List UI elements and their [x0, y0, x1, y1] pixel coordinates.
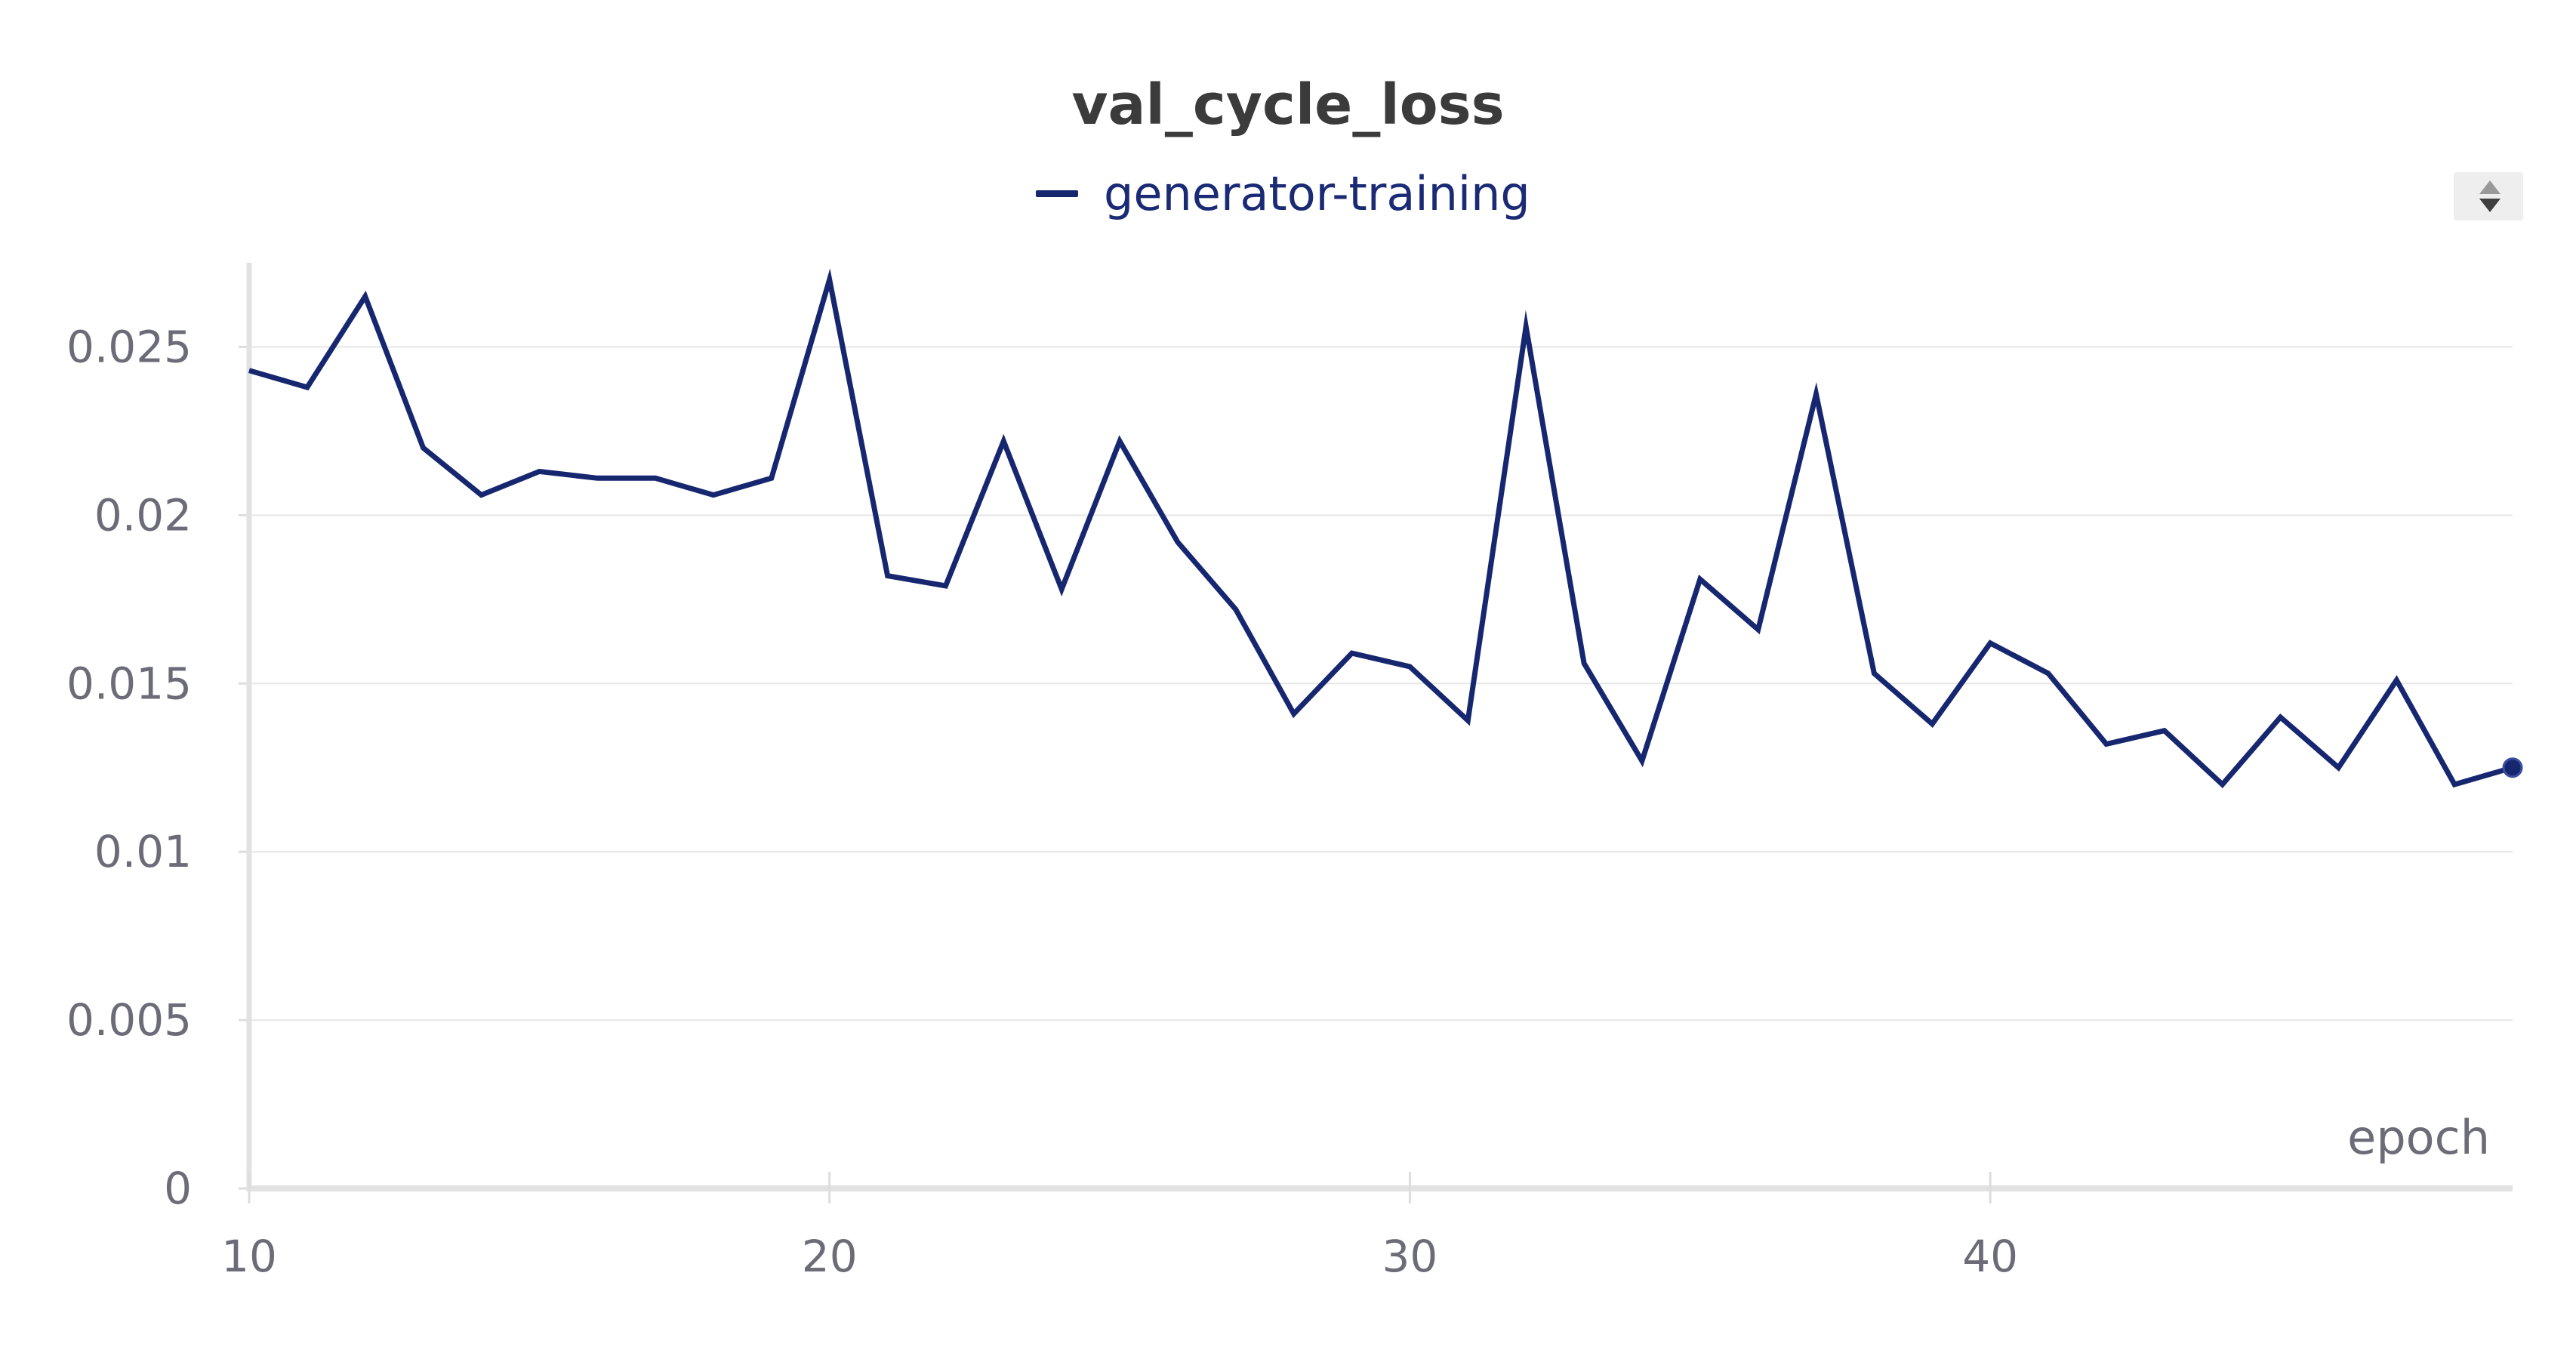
- x-tick-label: 10: [221, 1231, 277, 1282]
- sort-down-icon: [2479, 199, 2501, 212]
- chart-title: val_cycle_loss: [1071, 72, 1505, 137]
- y-tick-label: 0.005: [66, 994, 192, 1046]
- x-axis-label: epoch: [2347, 1110, 2490, 1165]
- sort-toggle-button[interactable]: [2454, 172, 2523, 220]
- sort-up-icon: [2479, 180, 2501, 194]
- y-tick-label: 0.025: [66, 321, 192, 372]
- legend-swatch: [1036, 190, 1078, 197]
- grid-lines: [239, 345, 2513, 1190]
- legend[interactable]: generator-training: [1036, 166, 1530, 221]
- axes: [246, 263, 2513, 1204]
- x-tick-label: 30: [1382, 1231, 1438, 1282]
- y-tick-label: 0.01: [94, 826, 192, 877]
- y-tick-label: 0.02: [94, 489, 192, 541]
- y-tick-label: 0.015: [66, 658, 192, 709]
- series-line: [248, 268, 2513, 789]
- x-tick-label: 20: [802, 1231, 858, 1282]
- y-tick-label: 0: [164, 1163, 192, 1214]
- series-layer: [248, 268, 2523, 789]
- legend-label: generator-training: [1104, 166, 1530, 221]
- last-point-marker: [2502, 757, 2523, 778]
- x-tick-label: 40: [1962, 1231, 2018, 1282]
- tick-labels: 0 0.005 0.01 0.015 0.02 0.025 10 20 30 40: [66, 321, 2018, 1282]
